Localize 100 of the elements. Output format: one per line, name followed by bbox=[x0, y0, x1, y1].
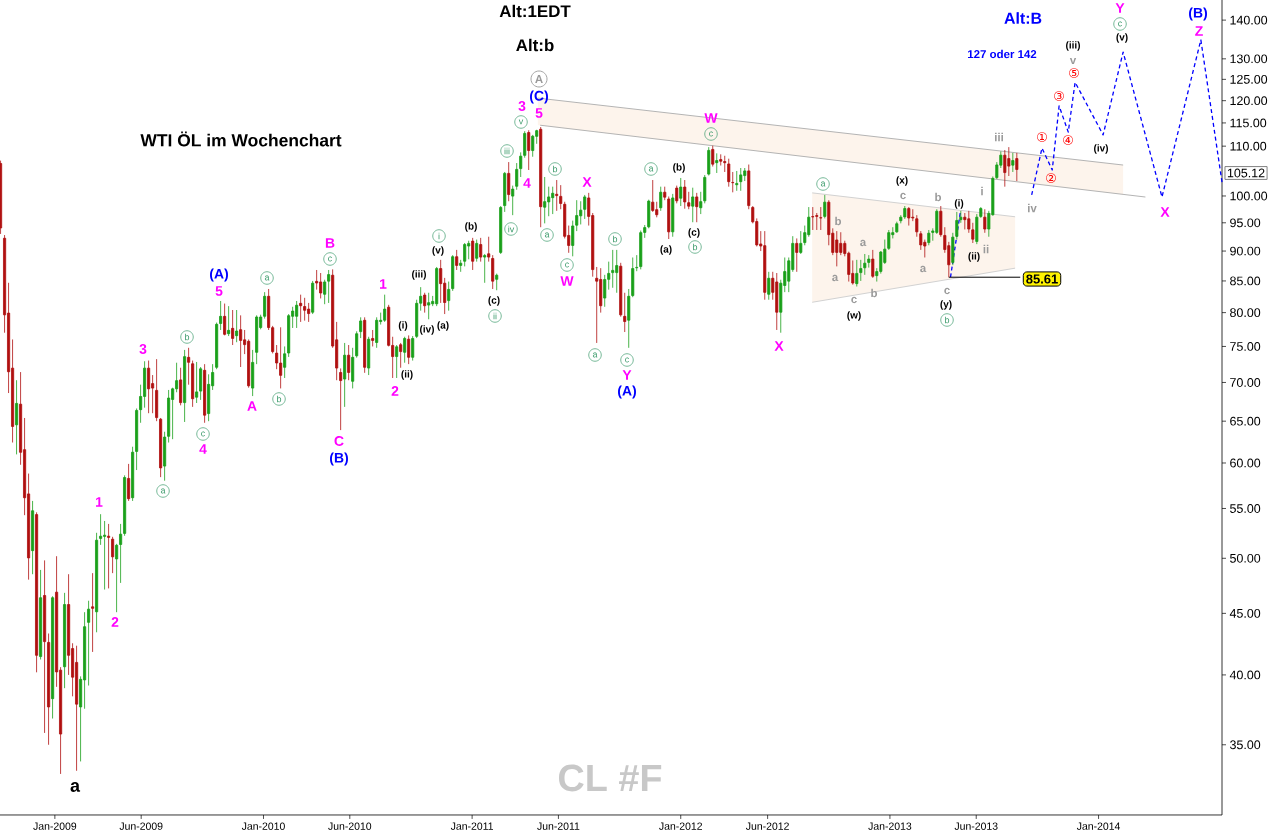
candlestick bbox=[727, 158, 731, 188]
candlestick bbox=[983, 208, 987, 234]
x-tick-label: Jan-2013 bbox=[868, 822, 912, 830]
candlestick bbox=[483, 253, 487, 284]
x-tick-label: Jan-2010 bbox=[241, 822, 285, 830]
candlestick bbox=[595, 266, 599, 344]
annotation: (a) bbox=[660, 245, 672, 255]
candlestick bbox=[131, 446, 135, 502]
annotation: (i) bbox=[954, 199, 964, 209]
candlestick bbox=[823, 194, 827, 219]
candlestick bbox=[503, 171, 507, 213]
y-tick-label: 100.00 bbox=[1230, 191, 1268, 201]
annotation: ⑤ bbox=[1069, 68, 1079, 78]
candlestick bbox=[423, 292, 427, 314]
annotation: c bbox=[328, 256, 333, 262]
candlestick bbox=[463, 242, 467, 267]
candlestick bbox=[739, 167, 743, 192]
annotation: c bbox=[625, 357, 630, 363]
candlestick bbox=[471, 237, 475, 271]
candlestick bbox=[631, 257, 635, 298]
annotation: (b) bbox=[465, 222, 477, 232]
candlestick bbox=[179, 367, 183, 406]
annotation: c bbox=[851, 296, 857, 304]
annotation: A bbox=[247, 401, 257, 411]
annotation: a bbox=[70, 782, 81, 792]
candlestick bbox=[519, 151, 523, 178]
candlestick bbox=[907, 206, 911, 226]
candlestick bbox=[199, 366, 203, 401]
candlestick bbox=[319, 272, 323, 299]
candlestick bbox=[411, 335, 415, 361]
candlestick bbox=[683, 179, 687, 210]
annotation: 2 bbox=[391, 386, 399, 396]
candlestick bbox=[615, 249, 619, 294]
annotation: i bbox=[438, 232, 440, 240]
candlestick bbox=[691, 187, 695, 223]
x-tick-label: Jun-2010 bbox=[328, 822, 372, 830]
candlestick bbox=[711, 145, 715, 167]
text: 105.12 bbox=[1227, 168, 1265, 178]
candlestick bbox=[763, 230, 767, 301]
candlestick bbox=[675, 185, 679, 204]
annotation: v bbox=[1069, 57, 1077, 65]
candlestick bbox=[1003, 149, 1007, 188]
annotation: b bbox=[553, 165, 558, 173]
candlestick bbox=[367, 336, 371, 376]
candlestick bbox=[531, 134, 535, 158]
annotation: W bbox=[560, 276, 574, 286]
candlestick bbox=[871, 249, 875, 279]
annotation: 127 oder 142 bbox=[968, 49, 1037, 59]
annotation: a bbox=[860, 239, 867, 247]
candlestick bbox=[255, 314, 259, 365]
candlestick bbox=[451, 254, 455, 292]
candlestick bbox=[43, 559, 47, 734]
candlestick bbox=[339, 368, 343, 431]
y-tick-label: 45.00 bbox=[1229, 608, 1261, 618]
annotation: (v) bbox=[432, 246, 444, 256]
annotation: 3 bbox=[139, 344, 147, 354]
candlestick bbox=[311, 280, 315, 315]
candlestick bbox=[747, 164, 751, 210]
candlestick bbox=[399, 342, 403, 369]
candlestick bbox=[799, 230, 803, 255]
candlestick bbox=[227, 305, 231, 337]
candlestick bbox=[231, 309, 235, 346]
candlestick bbox=[555, 179, 559, 212]
candlestick bbox=[543, 176, 547, 224]
candlestick bbox=[135, 408, 139, 471]
annotation: 3 bbox=[518, 101, 526, 111]
candlestick bbox=[355, 330, 359, 359]
candlestick bbox=[191, 360, 195, 408]
annotation: iii bbox=[995, 132, 1003, 142]
candlestick bbox=[403, 336, 407, 364]
candlestick bbox=[455, 249, 459, 271]
candlestick bbox=[127, 463, 131, 502]
candlestick bbox=[279, 326, 283, 389]
y-tick-label: 60.00 bbox=[1230, 458, 1261, 468]
annotation: 1 bbox=[380, 279, 387, 289]
y-tick-label: 85.00 bbox=[1230, 276, 1261, 286]
x-tick-label: Jan-2014 bbox=[1076, 822, 1121, 830]
annotation: (i) bbox=[398, 321, 408, 331]
candlestick bbox=[407, 334, 411, 365]
candlestick bbox=[715, 152, 719, 174]
annotation: (c) bbox=[488, 296, 500, 306]
annotation: c bbox=[709, 131, 714, 137]
candlestick bbox=[359, 316, 363, 339]
annotation: 1 bbox=[96, 497, 103, 507]
candlestick bbox=[651, 179, 655, 213]
y-tick-label: 50.00 bbox=[1230, 553, 1261, 563]
candlestick bbox=[203, 363, 207, 424]
candlestick bbox=[155, 358, 159, 422]
annotation: X bbox=[582, 177, 592, 187]
candlestick bbox=[159, 417, 163, 478]
annotation: c bbox=[944, 287, 950, 295]
annotation: a bbox=[648, 166, 654, 172]
annotation: 5 bbox=[535, 108, 543, 118]
candlestick bbox=[91, 572, 95, 653]
annotation: v bbox=[518, 119, 524, 125]
y-tick-label: 125.00 bbox=[1230, 74, 1268, 84]
candlestick bbox=[635, 254, 639, 272]
candlestick bbox=[523, 130, 527, 159]
candlestick bbox=[459, 259, 463, 273]
candlestick bbox=[119, 523, 123, 584]
